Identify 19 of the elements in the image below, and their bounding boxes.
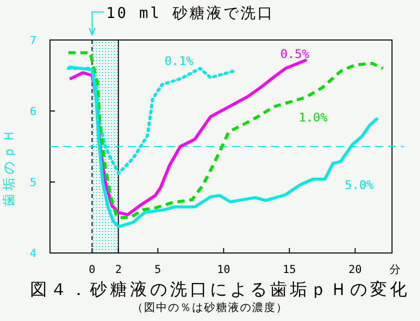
x-tick-label: 5 <box>154 263 162 276</box>
x-tick-label: 0 <box>88 263 96 276</box>
text: （図中の％は砂糖液の濃度） <box>132 301 288 314</box>
y-axis-title: 歯垢のｐＨ <box>2 126 17 206</box>
series-label: 5.0% <box>344 178 374 192</box>
series-label: 0.1% <box>164 54 194 68</box>
x-axis-title: 分 <box>390 263 400 276</box>
series-label: 1.0% <box>298 110 328 125</box>
x-tick-label: 2 <box>115 263 122 276</box>
y-tick-label: 5 <box>30 176 36 189</box>
x-tick-label: 20 <box>348 263 362 276</box>
annotation: 10 ml 砂糖液で洗口 <box>106 4 274 22</box>
y-tick-label: 4 <box>30 247 37 260</box>
x-tick-label: 15 <box>282 263 296 276</box>
y-tick-label: 7 <box>30 34 36 47</box>
text: 図４．砂糖液の洗口による歯垢ｐＨの変化 <box>30 280 410 300</box>
series-label: 0.5% <box>280 46 310 61</box>
y-tick-label: 6 <box>30 105 36 118</box>
x-tick-label: 10 <box>217 263 230 276</box>
